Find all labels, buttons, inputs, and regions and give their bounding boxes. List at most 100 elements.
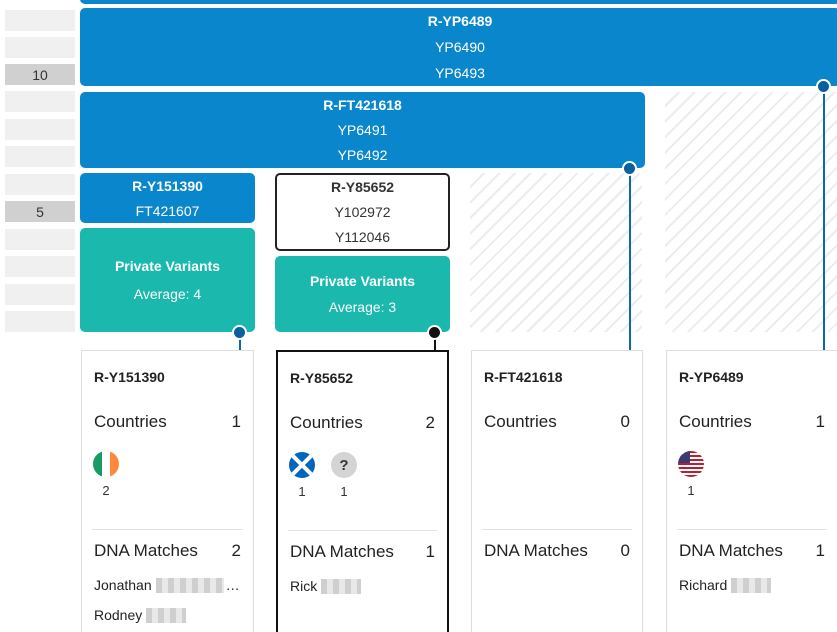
dna-matches-label: DNA Matches — [679, 541, 783, 560]
redacted-surname — [321, 578, 362, 594]
connector-line — [629, 168, 631, 352]
variant-label: R-YP6489 — [427, 13, 493, 29]
country-flags: 1 — [677, 451, 705, 498]
member-first-name: Rick — [290, 578, 318, 594]
variant-label: FT421607 — [135, 202, 200, 219]
private-variants-block[interactable]: Private Variants Average: 3 — [275, 256, 450, 332]
scale-cell — [5, 91, 75, 112]
empty-branch-area — [665, 92, 837, 332]
card-title: R-Y85652 — [290, 370, 354, 386]
usa-flag-icon — [678, 451, 704, 477]
scale-cell — [5, 10, 75, 31]
flag-count: 1 — [298, 484, 306, 499]
country-flag[interactable]: ? 1 — [330, 452, 358, 499]
divider — [288, 530, 437, 531]
connector-line — [434, 332, 436, 352]
dna-matches-label: DNA Matches — [484, 541, 588, 560]
member-first-name: Richard — [679, 577, 728, 593]
branch-block-r-y85652[interactable]: R-Y85652 Y102972 Y112046 — [275, 173, 450, 251]
card-title: R-FT421618 — [484, 369, 563, 385]
private-variants-title: Private Variants — [114, 258, 221, 274]
ireland-flag-icon — [93, 451, 119, 477]
variant-label: R-FT421618 — [323, 96, 402, 113]
countries-label: Countries — [290, 413, 363, 432]
dna-matches-count: 0 — [620, 541, 630, 560]
variant-label: R-Y151390 — [132, 177, 203, 194]
countries-count: 1 — [815, 412, 825, 431]
countries-row: Countries 1 — [94, 412, 241, 432]
connector-dot[interactable] — [622, 161, 637, 176]
connector-dot[interactable] — [232, 325, 247, 340]
private-variants-average: Average: 4 — [133, 286, 202, 302]
countries-count: 0 — [620, 412, 630, 431]
dna-matches-count: 1 — [425, 542, 435, 561]
scale-cell — [5, 256, 75, 277]
member-first-name: Jonathan — [94, 577, 152, 593]
scale-label-5: 5 — [5, 201, 75, 222]
branch-card-r-y151390[interactable]: R-Y151390 Countries 1 2 DNA Matches 2 Jo… — [81, 350, 254, 632]
redacted-surname — [146, 607, 187, 623]
branch-block-r-y151390[interactable]: R-Y151390 FT421607 — [80, 173, 255, 223]
variant-label: YP6493 — [435, 65, 485, 81]
scale-label-10: 10 — [5, 64, 75, 85]
scale-cell — [5, 37, 75, 58]
dna-matches-row: DNA Matches 1 — [679, 541, 825, 561]
country-flag[interactable]: 1 — [677, 451, 705, 498]
divider — [482, 529, 632, 530]
branch-block-r-ft421618[interactable]: R-FT421618 YP6491 YP6492 — [80, 92, 645, 168]
parent-block-edge[interactable] — [80, 0, 837, 4]
dna-matches-row: DNA Matches 0 — [484, 541, 630, 561]
variant-label: Y112046 — [334, 228, 390, 245]
countries-label: Countries — [679, 412, 752, 431]
member-first-name: Rodney — [94, 607, 143, 623]
countries-count: 1 — [231, 412, 241, 431]
private-variants-average: Average: 3 — [328, 299, 397, 315]
dna-matches-label: DNA Matches — [290, 542, 394, 561]
card-title: R-YP6489 — [679, 369, 744, 385]
countries-row: Countries 1 — [679, 412, 825, 432]
dna-matches-row: DNA Matches 1 — [290, 542, 435, 562]
countries-row: Countries 0 — [484, 412, 630, 432]
countries-label: Countries — [94, 412, 167, 431]
private-variants-block[interactable]: Private Variants Average: 4 — [80, 228, 255, 332]
variant-label: YP6492 — [337, 147, 388, 164]
member-name[interactable]: Rodney — [94, 607, 187, 623]
countries-row: Countries 2 — [290, 413, 435, 433]
member-name[interactable]: Jonathan … — [94, 577, 240, 593]
unknown-symbol: ? — [339, 456, 349, 474]
branch-card-r-y85652[interactable]: R-Y85652 Countries 2 1 ? 1 DNA Matches 1 — [276, 350, 449, 632]
variant-label: R-Y85652 — [330, 179, 395, 196]
connector-dot[interactable] — [816, 79, 831, 94]
member-name[interactable]: Richard — [679, 577, 772, 593]
branch-card-r-ft421618[interactable]: R-FT421618 Countries 0 DNA Matches 0 — [471, 350, 643, 632]
member-name[interactable]: Rick — [290, 578, 362, 594]
connector-dot[interactable] — [427, 325, 442, 340]
dna-matches-row: DNA Matches 2 — [94, 541, 241, 561]
scale-cell — [5, 229, 75, 250]
flag-count: 2 — [102, 483, 110, 498]
connector-line — [239, 332, 241, 352]
connector-line — [823, 86, 825, 352]
private-variants-title: Private Variants — [309, 273, 416, 289]
dna-matches-count: 1 — [815, 541, 825, 560]
scotland-flag-icon — [289, 452, 315, 478]
country-flags: 2 — [92, 451, 120, 498]
empty-branch-area — [470, 173, 642, 332]
redacted-surname — [155, 577, 224, 593]
branch-block-r-yp6489[interactable]: R-YP6489 YP6490 YP6493 — [80, 8, 837, 86]
truncation-ellipsis: … — [225, 577, 240, 593]
scale-cell — [5, 174, 75, 195]
variant-label: Y102972 — [334, 203, 391, 220]
scale-cell — [5, 284, 75, 305]
branch-card-r-yp6489[interactable]: R-YP6489 Countries 1 — [666, 350, 837, 632]
redacted-surname — [731, 577, 772, 593]
country-flag[interactable]: 1 — [288, 452, 316, 499]
variant-label: YP6490 — [435, 39, 485, 55]
flag-count: 1 — [340, 484, 348, 499]
card-title: R-Y151390 — [94, 369, 165, 385]
flag-count: 1 — [687, 483, 695, 498]
dna-matches-count: 2 — [231, 541, 241, 560]
countries-count: 2 — [425, 413, 435, 432]
country-flag[interactable]: 2 — [92, 451, 120, 498]
